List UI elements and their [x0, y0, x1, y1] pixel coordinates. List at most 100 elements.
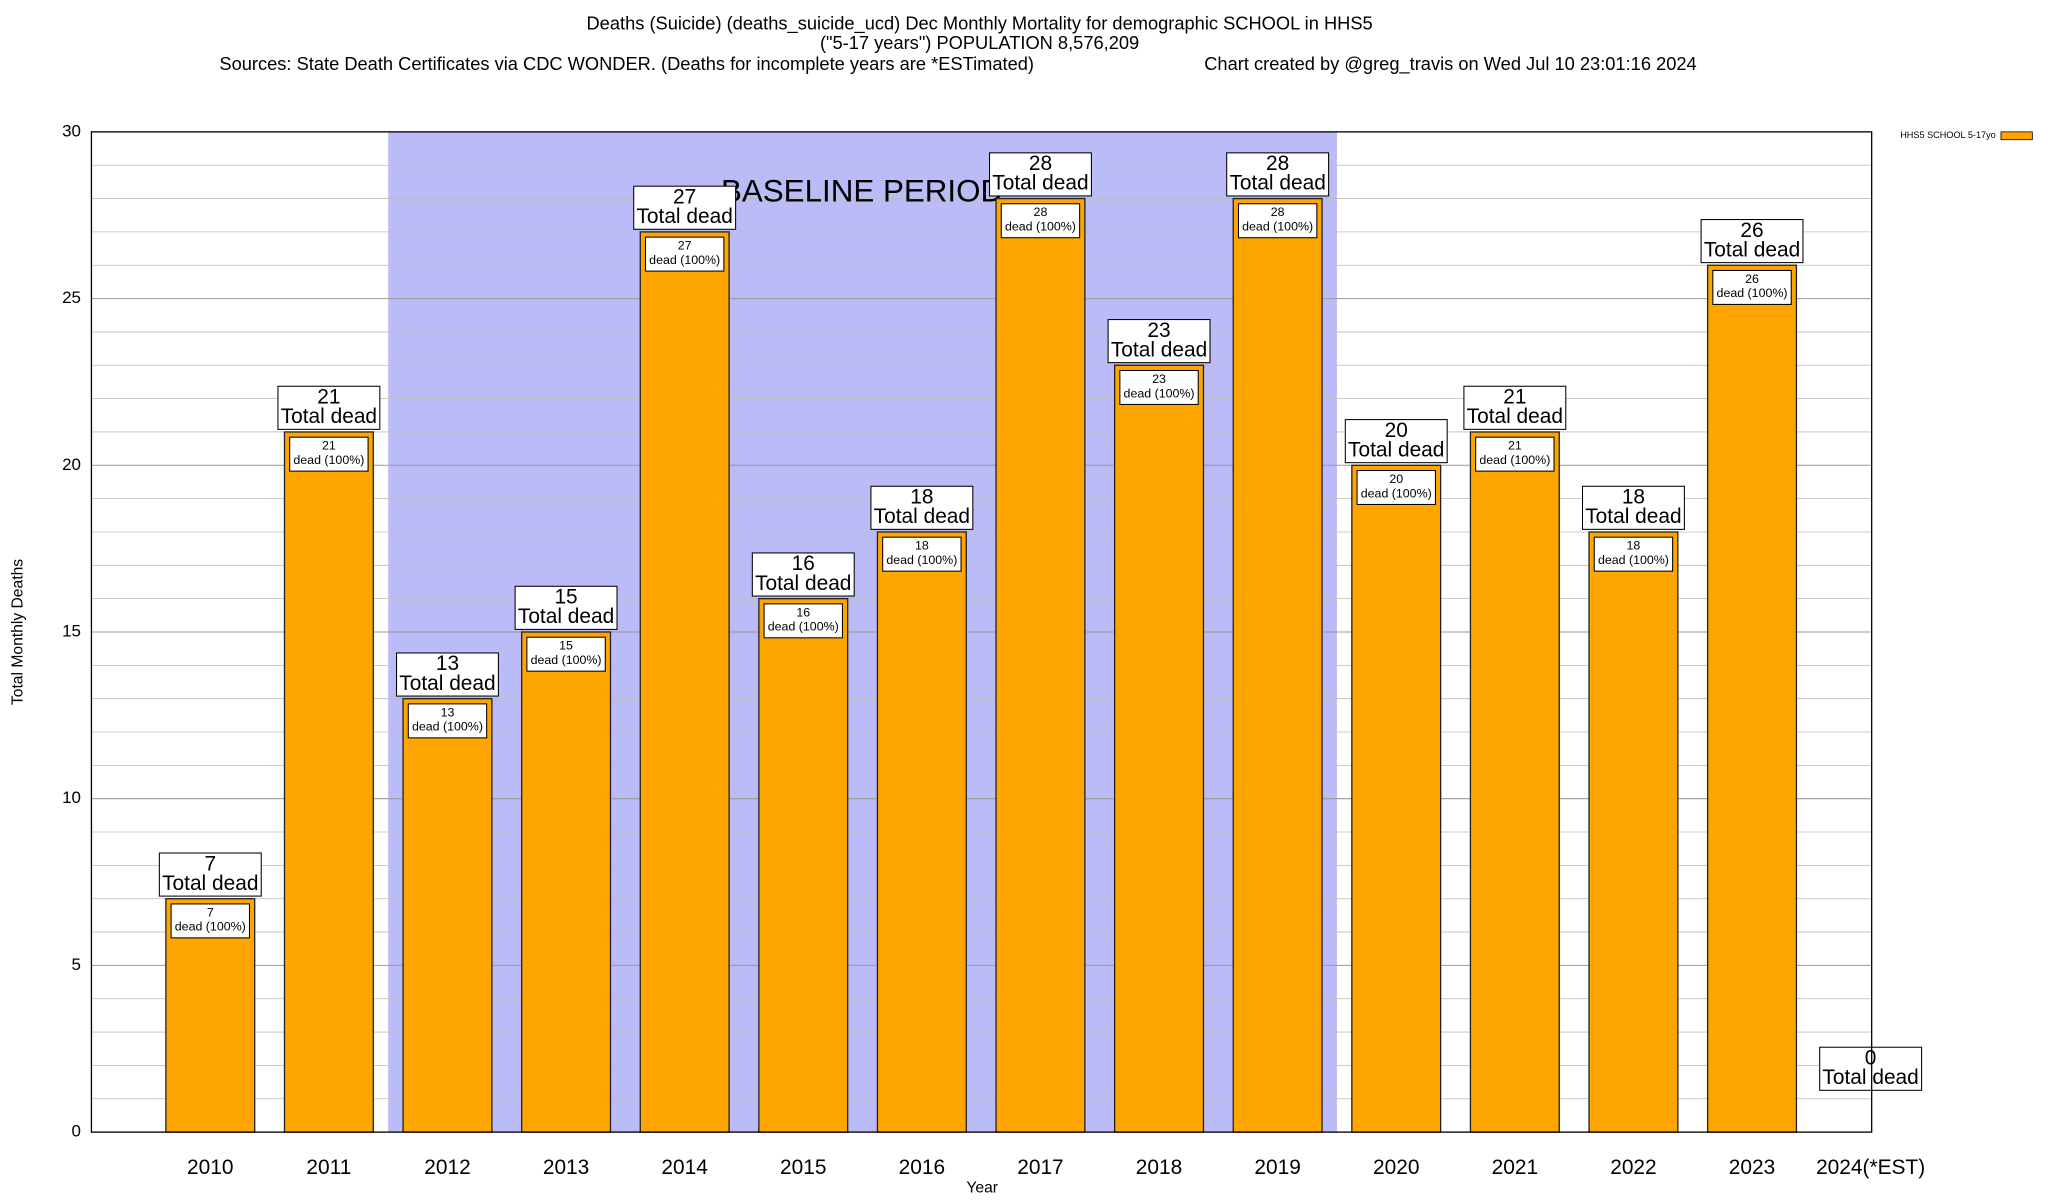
total-label-box	[158, 852, 262, 897]
chart-subtitle: ("5-17 years") POPULATION 8,576,209	[820, 32, 1139, 53]
y-tick-label: 10	[62, 788, 81, 807]
bar	[876, 531, 967, 1133]
bar	[1588, 531, 1679, 1133]
total-value-label: 20	[1385, 419, 1408, 442]
bar	[402, 698, 493, 1133]
total-value-label: 23	[1147, 319, 1170, 342]
x-tick-label: 2019	[1254, 1156, 1300, 1179]
x-tick-label: 2010	[187, 1156, 233, 1179]
total-text-label: Total dead	[1229, 172, 1325, 195]
inner-label-box	[1237, 203, 1318, 239]
total-text-label: Total dead	[1467, 405, 1563, 428]
bar	[283, 431, 374, 1133]
bar	[758, 597, 849, 1133]
y-tick-label: 30	[62, 121, 81, 140]
total-text-label: Total dead	[281, 405, 377, 428]
inner-text-label: dead (100%)	[1124, 386, 1195, 400]
x-tick-label: 2022	[1610, 1156, 1656, 1179]
total-text-label: Total dead	[636, 205, 732, 228]
total-value-label: 15	[554, 586, 577, 609]
inner-text-label: dead (100%)	[1479, 453, 1550, 467]
total-label-box	[514, 585, 618, 630]
bar	[1706, 264, 1798, 1133]
inner-label-box	[1593, 536, 1674, 572]
inner-text-label: dead (100%)	[1005, 220, 1076, 234]
inner-value-label: 18	[915, 539, 929, 553]
inner-text-label: dead (100%)	[1717, 286, 1788, 300]
total-label-box	[633, 185, 737, 230]
bar	[1232, 197, 1323, 1133]
inner-label-box	[526, 636, 606, 672]
inner-label-box	[1000, 203, 1081, 239]
total-value-label: 13	[436, 652, 459, 675]
y-tick-label: 25	[62, 288, 81, 307]
plot-frame	[90, 131, 1873, 1133]
inner-text-label: dead (100%)	[1361, 486, 1432, 500]
inner-label-box	[763, 603, 843, 639]
x-tick-label: 2014	[661, 1156, 707, 1179]
inner-label-box	[882, 536, 962, 572]
chart-source: Sources: State Death Certificates via CD…	[219, 53, 1034, 74]
y-tick-label: 20	[62, 455, 81, 474]
legend-label: HHS5 SCHOOL 5-17yo	[1900, 130, 1996, 140]
total-value-label: 28	[1266, 152, 1289, 175]
inner-value-label: 18	[1627, 539, 1641, 553]
x-tick-label: 2024(*EST)	[1816, 1156, 1925, 1179]
bar	[1469, 431, 1560, 1133]
total-value-label: 7	[204, 852, 216, 875]
total-label-box	[1819, 1046, 1923, 1091]
total-text-label: Total dead	[874, 505, 970, 528]
chart-title: Deaths (Suicide) (deaths_suicide_ucd) De…	[586, 13, 1372, 35]
inner-value-label: 23	[1152, 372, 1166, 386]
inner-text-label: dead (100%)	[886, 553, 957, 567]
inner-label-box	[1475, 436, 1555, 472]
total-label-box	[1700, 219, 1804, 264]
total-label-box	[1107, 319, 1211, 364]
total-label-box	[870, 485, 974, 530]
total-text-label: Total dead	[518, 605, 614, 628]
total-text-label: Total dead	[992, 172, 1088, 195]
bar	[1351, 464, 1442, 1133]
x-tick-label: 2018	[1136, 1156, 1182, 1179]
total-text-label: Total dead	[162, 872, 258, 895]
baseline-annotation: BASELINE PERIOD	[721, 174, 1003, 209]
x-tick-label: 2023	[1729, 1156, 1775, 1179]
total-value-label: 21	[317, 386, 340, 409]
inner-value-label: 20	[1389, 472, 1403, 486]
total-value-label: 26	[1740, 219, 1763, 242]
inner-text-label: dead (100%)	[1598, 553, 1669, 567]
total-value-label: 27	[673, 185, 696, 208]
chart-credit: Chart created by @greg_travis on Wed Jul…	[1204, 53, 1696, 75]
inner-value-label: 28	[1271, 205, 1285, 219]
total-label-box	[988, 152, 1092, 197]
legend-swatch	[2000, 131, 2033, 141]
x-tick-label: 2011	[306, 1156, 351, 1179]
inner-value-label: 26	[1745, 272, 1759, 286]
total-value-label: 18	[1622, 486, 1645, 509]
bar	[639, 231, 730, 1133]
total-label-box	[1581, 485, 1685, 530]
x-axis-label: Year	[966, 1179, 998, 1196]
total-value-label: 16	[792, 552, 815, 575]
inner-value-label: 7	[207, 905, 214, 919]
total-value-label: 21	[1503, 386, 1526, 409]
x-tick-label: 2021	[1492, 1156, 1538, 1179]
total-label-box	[1463, 385, 1567, 430]
inner-text-label: dead (100%)	[412, 720, 483, 734]
total-label-box	[751, 552, 855, 597]
x-tick-label: 2013	[543, 1156, 589, 1179]
inner-value-label: 21	[322, 439, 336, 453]
total-value-label: 28	[1029, 152, 1052, 175]
total-label-box	[1226, 152, 1330, 197]
inner-label-box	[644, 236, 725, 272]
total-value-label: 18	[910, 486, 933, 509]
inner-label-box	[1356, 469, 1436, 505]
y-tick-label: 15	[62, 621, 81, 640]
bar	[995, 197, 1086, 1133]
total-label-box	[396, 652, 499, 697]
total-value-label: 0	[1865, 1046, 1877, 1069]
total-text-label: Total dead	[1111, 338, 1207, 361]
total-text-label: Total dead	[1822, 1066, 1918, 1089]
inner-value-label: 21	[1508, 439, 1522, 453]
y-tick-label: 5	[72, 955, 81, 974]
